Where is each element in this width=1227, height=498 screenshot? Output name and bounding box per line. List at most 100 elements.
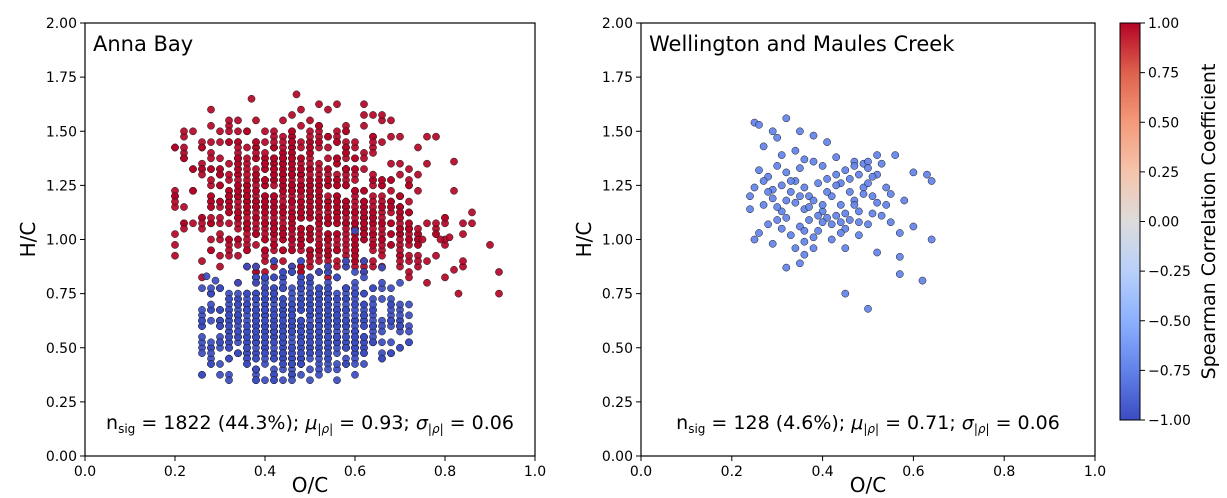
scatter-point (288, 268, 296, 276)
scatter-point (207, 349, 215, 358)
scatter-point (432, 132, 440, 141)
scatter-point (198, 143, 206, 152)
x-tick-label: 0.0 (630, 464, 652, 480)
scatter-point (369, 300, 377, 309)
scatter-point (369, 149, 377, 157)
scatter-point (414, 170, 422, 179)
scatter-point (207, 176, 215, 184)
scatter-point (315, 349, 323, 358)
stats-sigma-base: σ (962, 412, 975, 434)
scatter-point (270, 192, 278, 201)
plot-frame (640, 22, 1096, 457)
scatter-point (252, 262, 260, 271)
scatter-point (836, 201, 845, 209)
scatter-point (895, 252, 904, 261)
scatter-point (809, 233, 818, 242)
scatter-point (216, 154, 224, 163)
scatter-point (342, 127, 350, 136)
scatter-point (270, 241, 278, 249)
scatter-point (225, 343, 233, 352)
scatter-point (252, 354, 260, 363)
scatter-point (782, 168, 791, 177)
scatter-point (225, 333, 233, 341)
scatter-point (225, 159, 233, 168)
scatter-point (216, 127, 224, 136)
colorbar-gradient (1119, 22, 1141, 421)
colorbar: −1.00 −0.75 −0.50 −0.25 0.00 0.25 0.50 0.75 1.00… (1119, 16, 1220, 429)
scatter-point (387, 116, 395, 125)
y-tick-label: 1.25 (602, 178, 633, 194)
scatter-point (234, 349, 242, 358)
scatter-point (450, 265, 458, 274)
scatter-point (768, 239, 777, 248)
scatter-point (324, 105, 332, 114)
scatter-point (791, 244, 800, 253)
scatter-point (324, 295, 332, 303)
scatter-point (387, 186, 395, 195)
scatter-point (279, 268, 287, 276)
scatter-point (261, 127, 269, 136)
stats-n-sub: sig (688, 422, 705, 436)
scatter-point (234, 316, 242, 325)
scatter-point (436, 235, 445, 244)
scatter-point (750, 183, 759, 192)
scatter-point (297, 338, 305, 347)
scatter-point (315, 213, 323, 222)
scatter-point (288, 311, 296, 320)
scatter-point (396, 322, 404, 330)
scatter-point (288, 138, 296, 146)
scatter-point (207, 154, 215, 163)
scatter-point (351, 370, 359, 379)
scatter-point (868, 192, 877, 201)
scatter-point (405, 273, 413, 282)
scatter-point (297, 208, 305, 217)
scatter-point (234, 127, 242, 136)
scatter-point (279, 176, 287, 184)
scatter-point (396, 170, 404, 179)
y-axis-ticks: 0.00 0.25 0.50 0.75 1.00 1.25 1.50 1.75 2.00 (602, 16, 641, 465)
scatter-point (306, 132, 314, 141)
scatter-point (832, 153, 841, 162)
scatter-point (827, 220, 836, 229)
scatter-point (891, 151, 900, 159)
scatter-point (895, 229, 904, 237)
scatter-point (180, 203, 188, 211)
scatter-point (261, 306, 269, 314)
scatter-point (414, 241, 422, 249)
scatter-point (405, 165, 413, 173)
scatter-point (315, 197, 323, 206)
scatter-points (746, 114, 936, 313)
scatter-point (777, 181, 786, 190)
y-tick-label: 0.25 (46, 395, 77, 411)
scatter-point (369, 284, 377, 293)
scatter-point (171, 143, 179, 152)
scatter-point (873, 198, 881, 207)
scatter-point (360, 100, 368, 109)
scatter-point (261, 149, 269, 157)
scatter-point (234, 154, 242, 163)
scatter-point (315, 284, 323, 293)
scatter-point (454, 289, 463, 298)
colorbar-tick-label: −0.25 (1148, 264, 1191, 280)
scatter-point (796, 259, 804, 268)
scatter-point (369, 111, 377, 119)
scatter-point (270, 165, 278, 173)
scatter-point (369, 170, 377, 179)
scatter-point (333, 154, 341, 163)
scatter-point (369, 338, 377, 347)
scatter-point (252, 149, 260, 157)
colorbar-tick-label: −0.50 (1148, 314, 1191, 330)
scatter-point (841, 166, 850, 175)
scatter-point (342, 165, 350, 173)
scatter-point (279, 154, 287, 163)
scatter-point (324, 235, 332, 244)
scatter-point (360, 349, 368, 358)
scatter-point (270, 257, 278, 265)
scatter-point (823, 175, 831, 183)
scatter-point (324, 333, 332, 341)
scatter-point (864, 304, 872, 313)
scatter-point (288, 170, 296, 179)
x-tick-label: 0.6 (344, 464, 366, 480)
stats-n-base: n (676, 412, 688, 434)
colorbar-label: Spearman Correlation Coefficient (1198, 64, 1220, 380)
